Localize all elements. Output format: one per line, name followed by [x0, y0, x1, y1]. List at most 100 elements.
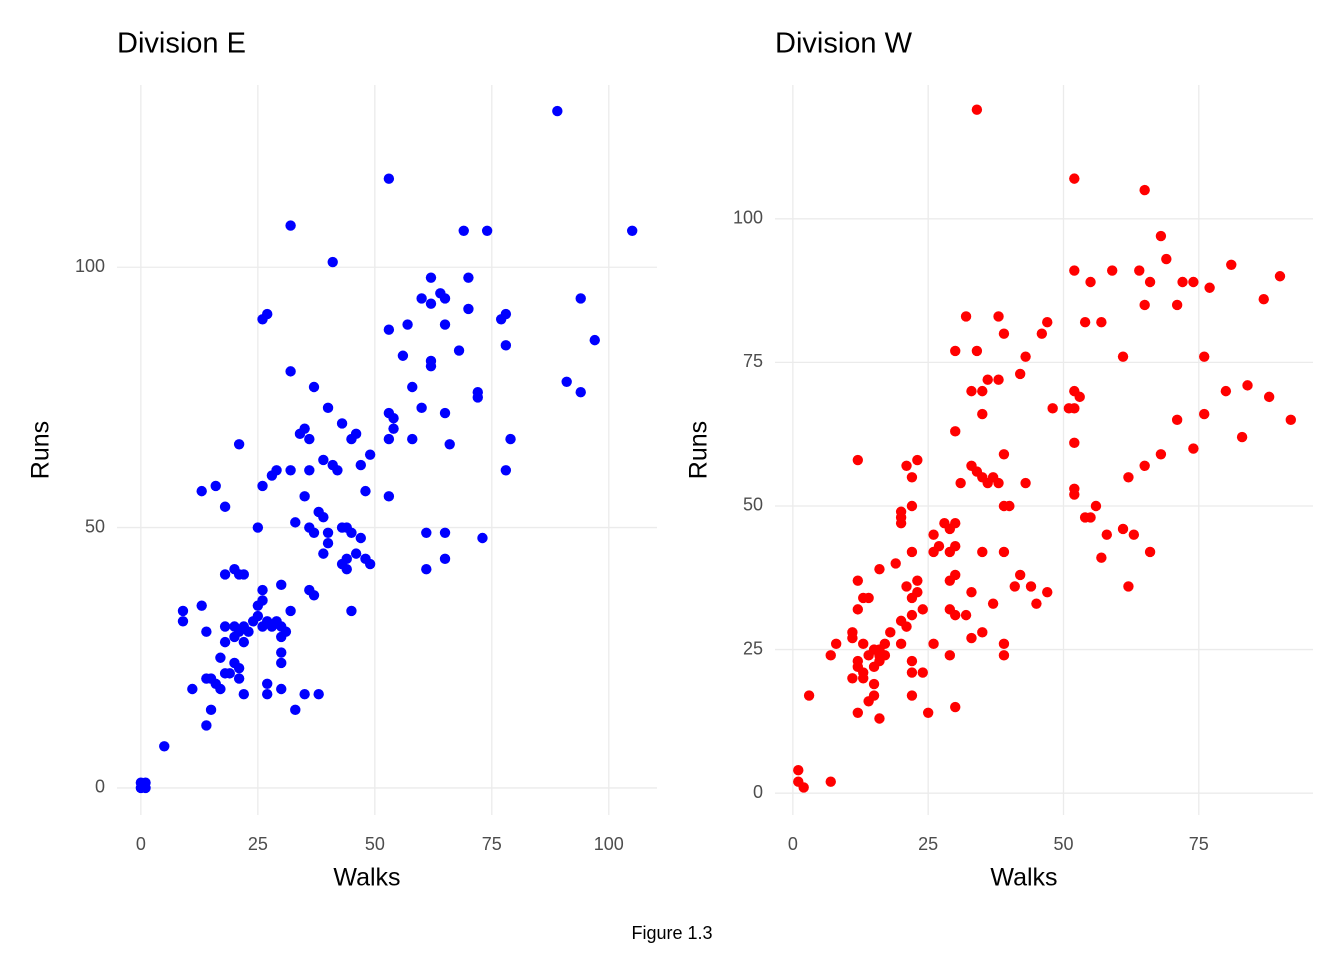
point	[825, 776, 836, 787]
point	[299, 689, 310, 700]
point	[219, 569, 231, 580]
y-tick-label: 75	[743, 351, 763, 371]
point	[928, 529, 939, 540]
point	[439, 407, 451, 419]
point	[276, 647, 287, 658]
point	[383, 173, 395, 184]
point	[1155, 230, 1167, 242]
point	[257, 480, 268, 492]
point	[336, 522, 348, 533]
point	[350, 548, 362, 559]
point	[1155, 449, 1167, 460]
point	[847, 673, 858, 684]
point	[1285, 414, 1297, 426]
point	[1134, 265, 1145, 276]
point	[477, 532, 488, 544]
point	[285, 366, 296, 377]
point	[798, 782, 809, 793]
point	[1036, 328, 1048, 339]
point	[1069, 265, 1080, 276]
point	[318, 548, 329, 559]
point	[1069, 173, 1080, 184]
point	[993, 311, 1004, 322]
point	[1025, 581, 1037, 592]
point	[982, 374, 993, 385]
point	[355, 532, 366, 544]
point	[1171, 414, 1183, 426]
point	[1123, 472, 1134, 483]
point	[308, 527, 320, 538]
point	[971, 104, 983, 115]
point	[416, 293, 427, 304]
point	[425, 360, 437, 372]
point	[863, 650, 874, 661]
point	[1144, 276, 1156, 288]
point	[322, 538, 334, 549]
point	[987, 598, 999, 609]
point	[1090, 500, 1102, 512]
point	[906, 592, 918, 604]
point	[505, 433, 516, 445]
point	[243, 626, 254, 637]
point	[322, 402, 334, 414]
point	[998, 546, 1010, 558]
y-tick-label: 25	[743, 638, 763, 658]
point	[993, 374, 1004, 385]
point	[906, 500, 918, 512]
point	[205, 704, 217, 716]
point	[950, 701, 961, 713]
point	[852, 604, 864, 615]
point	[575, 387, 586, 398]
point	[238, 569, 250, 580]
point	[906, 609, 918, 621]
point	[402, 319, 413, 330]
point	[425, 272, 437, 283]
point	[1079, 317, 1091, 328]
point	[290, 517, 301, 528]
point	[238, 636, 250, 648]
point	[1106, 265, 1118, 276]
point	[257, 621, 268, 632]
point	[262, 689, 273, 700]
point	[928, 638, 939, 650]
point	[481, 225, 493, 236]
point	[917, 667, 928, 678]
point	[322, 527, 334, 538]
x-tick-label: 100	[594, 834, 624, 854]
point	[803, 690, 815, 701]
point	[360, 485, 371, 497]
point	[944, 575, 956, 586]
point	[196, 485, 207, 497]
point	[388, 423, 399, 434]
point	[177, 605, 189, 617]
point	[201, 720, 212, 731]
point	[960, 609, 972, 621]
point	[439, 319, 451, 330]
point	[407, 433, 418, 445]
point	[906, 472, 918, 483]
point	[262, 308, 273, 320]
point	[966, 385, 977, 397]
point	[895, 518, 907, 529]
point	[421, 527, 432, 538]
point	[950, 541, 961, 552]
point	[626, 225, 638, 236]
point	[863, 592, 874, 604]
point	[285, 465, 296, 476]
point	[1188, 443, 1199, 454]
x-tick-label: 25	[248, 834, 268, 854]
point	[1004, 500, 1015, 512]
point	[364, 558, 376, 570]
point	[977, 408, 988, 420]
point	[219, 621, 231, 632]
point	[1171, 299, 1183, 311]
point	[187, 683, 198, 695]
point	[439, 527, 451, 538]
point	[1014, 368, 1026, 380]
x-axis-title: Walks	[333, 864, 400, 892]
point	[1009, 581, 1020, 592]
point	[233, 662, 245, 674]
x-tick-label: 75	[482, 834, 502, 854]
point	[950, 609, 961, 621]
point	[421, 564, 432, 575]
